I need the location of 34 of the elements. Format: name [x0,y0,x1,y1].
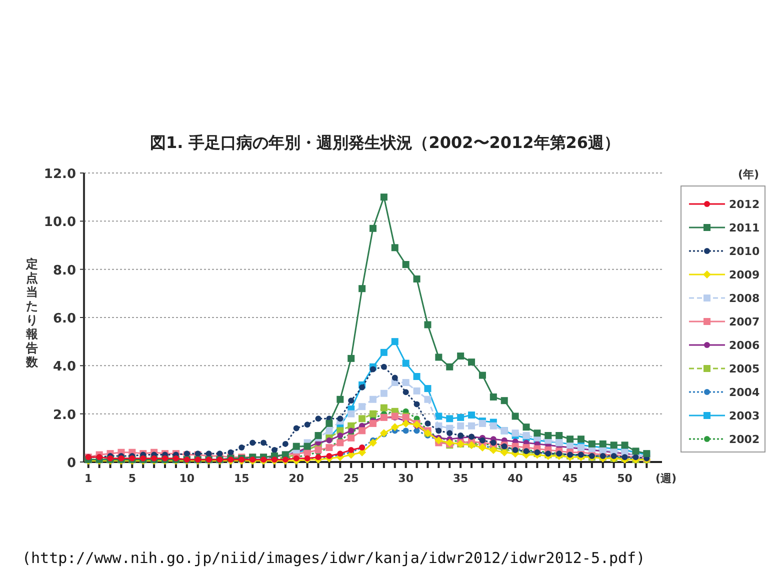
x-tick-label: 10 [179,472,195,485]
legend-label: 2006 [729,339,760,352]
legend-label: 2004 [729,386,760,399]
y-tick-label: 6.0 [52,312,76,326]
x-tick-label: 5 [128,472,136,485]
x-tick-label: 35 [452,472,468,485]
legend-label: 2009 [729,268,760,282]
x-tick-label: 40 [508,472,524,485]
y-tick-label: 12.0 [44,167,76,182]
legend-label: 2002 [729,433,760,446]
legend-title: (年) [738,168,759,181]
y-tick-label: 2.0 [52,408,76,423]
legend-label: 2011 [729,222,760,234]
x-tick-label: 30 [398,472,414,485]
y-tick-label: 10.0 [44,215,76,230]
legend-label: 2012 [729,198,760,211]
legend-label: 2003 [729,410,760,422]
x-tick-label: 20 [288,472,304,485]
text: (http://www.nih.go.jp/niid/images/idwr/kanja/idwr2012/idwr2012-5.pdf) [22,549,646,567]
legend-label: 2010 [729,245,760,258]
y-tick-label: 8.0 [52,263,76,278]
y-tick-label: 4.0 [52,360,76,375]
x-tick-label: 45 [562,472,578,485]
x-tick-label: 1 [84,472,92,485]
legend-label: 2005 [729,362,760,376]
y-tick-label: 0 [66,456,76,471]
legend-label: 2008 [729,292,760,305]
legend-label: 2007 [729,316,760,328]
x-axis-title: (週) [655,472,677,485]
x-tick-label: 15 [234,472,250,485]
x-tick-label: 50 [617,472,633,485]
y-axis-title: 定点当たり報告数 [25,257,39,369]
x-tick-label: 25 [343,472,359,485]
chart-title: 図1. 手足口病の年別・週別発生状況（2002〜2012年第26週） [150,133,620,152]
